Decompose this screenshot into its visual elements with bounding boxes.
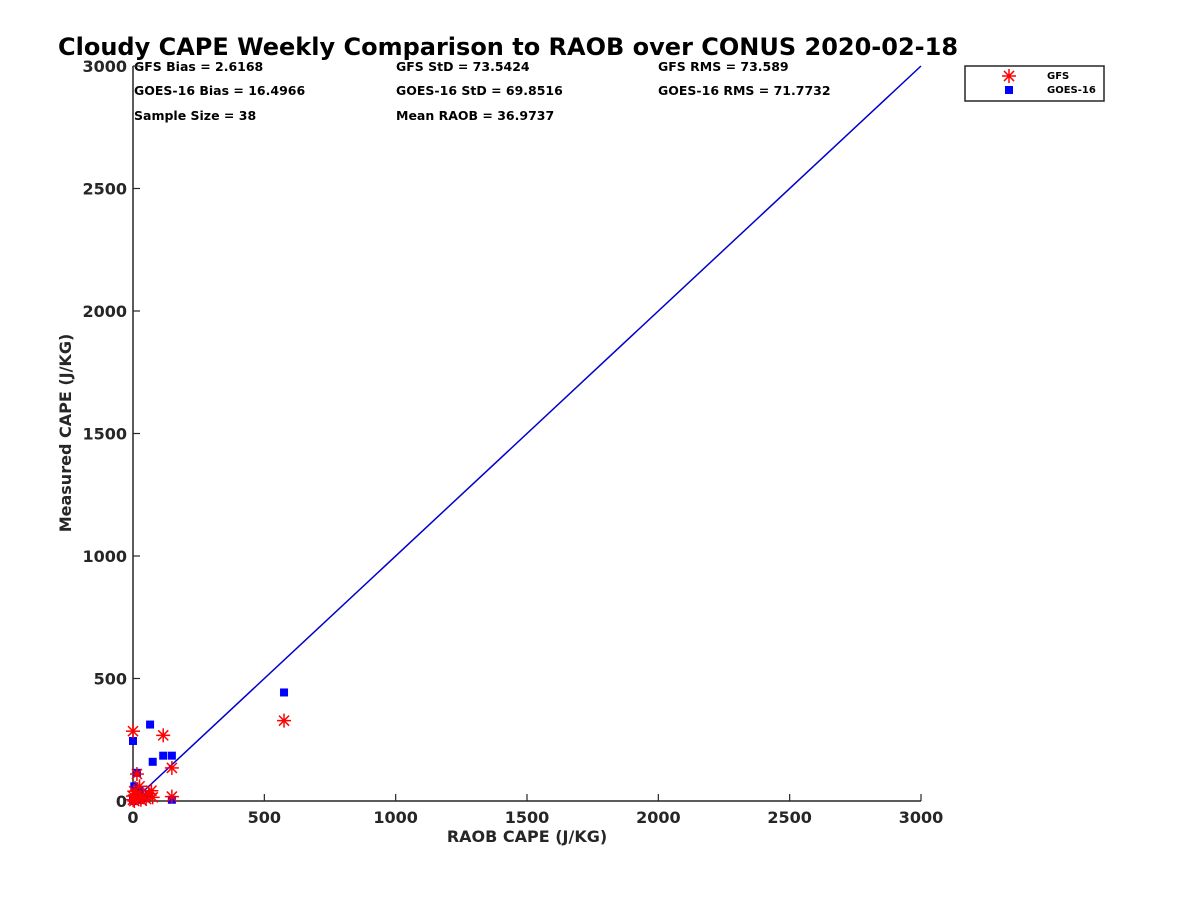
- goes16-point: [148, 757, 157, 766]
- gfs-point: [164, 789, 179, 804]
- one-to-one-line: [132, 65, 922, 802]
- x-tick-label: 3000: [899, 808, 944, 827]
- y-axis-label: Measured CAPE (J/KG): [56, 334, 75, 533]
- stat-gfs-rms: GFS RMS = 73.589: [658, 59, 789, 74]
- x-axis-label: RAOB CAPE (J/KG): [447, 827, 607, 846]
- goes16-point: [129, 736, 137, 745]
- y-tick-label: 0: [116, 792, 127, 811]
- x-tick-label: 2500: [767, 808, 812, 827]
- legend-gfs-glyph: [1002, 69, 1016, 83]
- gfs-point: [164, 760, 179, 775]
- stat-mean-raob: Mean RAOB = 36.9737: [396, 108, 554, 123]
- goes16-point: [146, 720, 155, 729]
- chart-title: Cloudy CAPE Weekly Comparison to RAOB ov…: [58, 33, 958, 61]
- gfs-point: [129, 767, 144, 782]
- legend-gfs-marker: [1002, 69, 1016, 83]
- gfs-point: [156, 728, 171, 743]
- goes16-point: [159, 751, 168, 760]
- gfs-point: [277, 713, 292, 728]
- legend-goes16-marker: [1005, 86, 1013, 94]
- legend-goes16-label: GOES-16: [1047, 85, 1096, 96]
- legend-goes16-glyph: [1005, 86, 1013, 94]
- x-tick-label: 1500: [505, 808, 550, 827]
- stat-sample-size: Sample Size = 38: [134, 108, 256, 123]
- legend-box: [964, 65, 1105, 102]
- gfs-point: [139, 792, 154, 807]
- y-tick-label: 2500: [82, 180, 127, 199]
- legend-gfs-label: GFS: [1047, 71, 1069, 82]
- stat-gfs-bias: GFS Bias = 2.6168: [134, 59, 263, 74]
- y-tick-label: 1500: [82, 425, 127, 444]
- y-tick-label: 3000: [82, 57, 127, 76]
- goes16-point: [167, 751, 176, 760]
- stat-goes16-std: GOES-16 StD = 69.8516: [396, 83, 563, 98]
- x-tick-label: 1000: [373, 808, 418, 827]
- stat-gfs-std: GFS StD = 73.5424: [396, 59, 530, 74]
- gfs-point: [126, 724, 140, 739]
- stat-goes16-rms: GOES-16 RMS = 71.7732: [658, 83, 831, 98]
- legend: GFS GOES-16: [964, 65, 1105, 102]
- goes16-point: [280, 688, 289, 697]
- x-tick-label: 500: [248, 808, 281, 827]
- gfs-point: [126, 789, 140, 804]
- x-tick-label: 2000: [636, 808, 681, 827]
- x-tick-label: 0: [127, 808, 138, 827]
- y-tick-label: 1000: [82, 547, 127, 566]
- stat-goes16-bias: GOES-16 Bias = 16.4966: [134, 83, 305, 98]
- y-tick-label: 2000: [82, 302, 127, 321]
- y-tick-label: 500: [94, 670, 127, 689]
